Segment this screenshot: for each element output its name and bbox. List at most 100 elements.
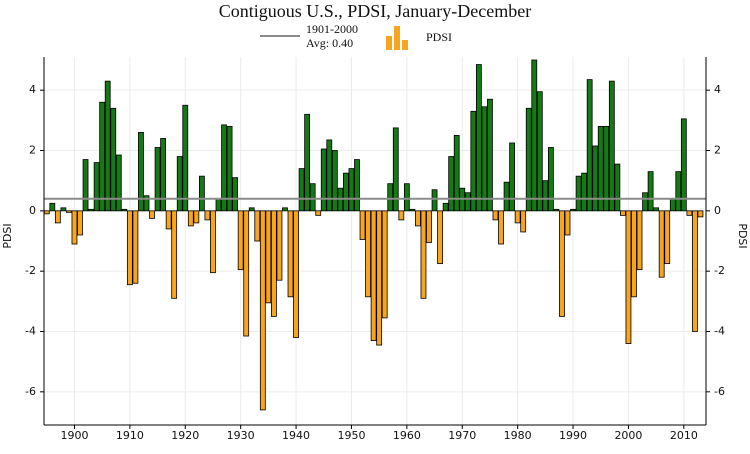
y-tick-label: 0 <box>29 204 36 217</box>
bar <box>503 181 510 212</box>
bar <box>647 171 654 212</box>
bar <box>592 145 599 212</box>
bar <box>176 156 183 212</box>
bar <box>464 192 471 212</box>
bar <box>287 210 294 298</box>
bar <box>514 210 521 224</box>
bar <box>121 208 128 212</box>
x-tick-label: 1910 <box>116 429 144 442</box>
bar <box>376 210 383 346</box>
bar <box>160 138 166 212</box>
bar <box>110 107 117 212</box>
bar <box>636 210 643 271</box>
y-tick-label: -4 <box>25 324 36 337</box>
bar <box>564 210 571 236</box>
bar <box>531 59 538 212</box>
bar <box>88 208 94 212</box>
bar <box>437 210 443 265</box>
bar <box>198 175 205 212</box>
bar <box>498 210 504 245</box>
bar <box>60 207 67 212</box>
bar <box>331 150 338 212</box>
bar <box>254 210 261 242</box>
bar <box>82 159 89 212</box>
bar <box>431 189 438 212</box>
bar <box>642 192 648 212</box>
bar <box>77 210 83 236</box>
bar <box>232 177 239 212</box>
y2-axis-label: PDSI <box>736 223 749 248</box>
bar <box>625 210 632 344</box>
bar <box>271 210 277 317</box>
bar <box>66 210 72 213</box>
x-tick-label: 2010 <box>670 429 698 442</box>
bar <box>420 210 427 299</box>
y2-tick-label: -2 <box>714 264 725 277</box>
bar <box>398 210 405 221</box>
bar <box>575 175 582 212</box>
bar <box>570 208 576 212</box>
bar <box>631 210 637 298</box>
y2-tick-label: -6 <box>714 385 725 398</box>
bar <box>248 207 255 212</box>
bar <box>226 125 233 212</box>
y2-tick-label: 4 <box>714 83 721 96</box>
bar <box>276 210 283 281</box>
bar <box>547 147 554 212</box>
bar <box>354 159 360 212</box>
bar <box>542 180 549 212</box>
bar <box>54 210 61 224</box>
bar <box>403 183 410 212</box>
bar <box>154 147 161 212</box>
x-tick-label: 1980 <box>504 429 532 442</box>
bar <box>608 80 615 212</box>
bar <box>348 168 355 212</box>
bar <box>448 156 455 212</box>
bar <box>298 168 305 212</box>
y-tick-label: 4 <box>29 83 36 96</box>
bar <box>536 91 543 212</box>
bar <box>309 183 316 212</box>
bar <box>586 79 593 212</box>
bar <box>71 210 78 245</box>
bar <box>487 98 493 212</box>
bar <box>597 125 604 212</box>
chart-title: Contiguous U.S., PDSI, January-December <box>219 1 531 21</box>
legend-label: PDSI <box>426 30 452 44</box>
bar <box>104 80 111 212</box>
bar <box>581 172 588 212</box>
bar <box>475 64 482 212</box>
bar <box>470 110 477 212</box>
x-tick-label: 1920 <box>171 429 199 442</box>
bar <box>126 210 133 286</box>
bar <box>426 210 432 243</box>
bar <box>43 210 50 215</box>
x-tick-label: 1990 <box>559 429 587 442</box>
bar <box>293 210 299 338</box>
bar <box>210 210 216 274</box>
bar <box>409 208 416 212</box>
y2-tick-label: 0 <box>714 204 721 217</box>
bar <box>304 113 311 212</box>
x-tick-label: 2000 <box>614 429 642 442</box>
bar <box>559 210 565 317</box>
bar <box>553 208 560 212</box>
bar <box>237 210 244 271</box>
bar <box>171 210 178 299</box>
bar <box>520 210 527 233</box>
bar <box>320 148 327 212</box>
bar <box>525 107 532 212</box>
y-tick-label: -2 <box>25 264 36 277</box>
x-tick-label: 1950 <box>337 429 365 442</box>
y2-tick-label: 2 <box>714 144 721 157</box>
bar <box>282 207 288 212</box>
bar <box>143 195 150 212</box>
bar <box>187 210 194 227</box>
x-tick-label: 1960 <box>393 429 421 442</box>
x-tick-label: 1900 <box>60 429 88 442</box>
bar <box>204 210 211 221</box>
bar <box>265 210 272 304</box>
legend-label: Avg: 0.40 <box>306 36 353 50</box>
bar <box>259 210 266 411</box>
y2-tick-label: -4 <box>714 324 725 337</box>
